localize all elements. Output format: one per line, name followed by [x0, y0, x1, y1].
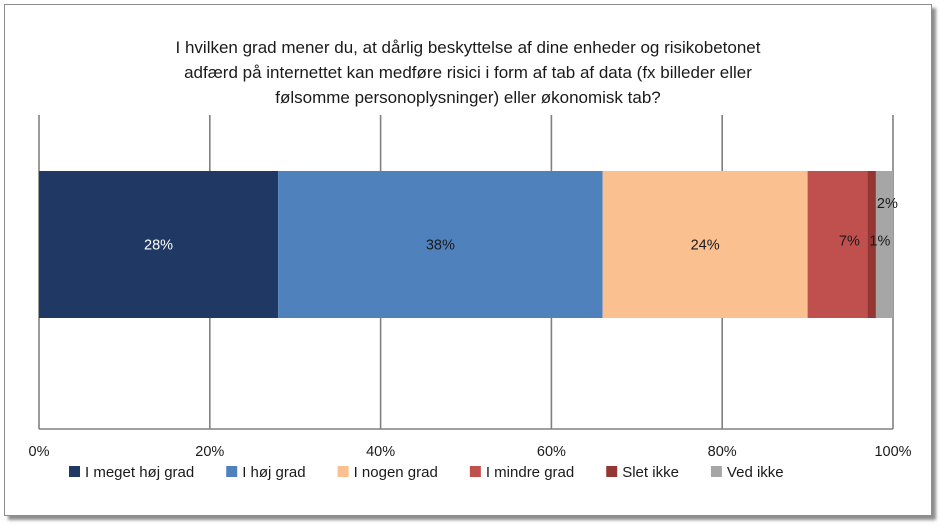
legend-label: I mindre grad: [486, 464, 574, 481]
data-label: 1%: [869, 234, 890, 250]
legend-swatch: [469, 466, 481, 477]
title-line-3: følsomme personoplysninger) eller økonom…: [275, 88, 661, 107]
legend-label: I høj grad: [242, 464, 305, 481]
data-label: 38%: [426, 238, 455, 254]
legend-label: Slet ikke: [622, 464, 679, 481]
bar-segment: [602, 171, 808, 318]
legend-swatch: [337, 466, 349, 477]
bar-segment: [39, 171, 279, 318]
legend-label: I meget høj grad: [85, 464, 194, 481]
chart-frame: 28% 38% 24% 7% 1% 2% 0% 20% 40% 60% 80% 100% I hvi…: [4, 4, 932, 516]
x-tick-label: 40%: [366, 444, 395, 460]
chart-svg: 28% 38% 24% 7% 1% 2% 0% 20% 40% 60% 80% 100% I hvi…: [29, 38, 912, 481]
legend-label: I nogen grad: [354, 464, 438, 481]
data-label: 7%: [839, 234, 860, 250]
x-tick-label: 100%: [874, 444, 911, 460]
x-tick-label: 20%: [195, 444, 224, 460]
x-axis: 0% 20% 40% 60% 80% 100%: [29, 428, 912, 460]
data-labels: 28% 38% 24% 7% 1% 2%: [144, 196, 898, 254]
bar-segment: [807, 171, 868, 318]
bar-segment: [867, 171, 876, 318]
data-label: 24%: [691, 238, 720, 254]
legend-swatch: [226, 466, 238, 477]
legend: I meget høj grad I høj grad I nogen grad I …: [69, 464, 784, 481]
chart-title: I hvilken grad mener du, at dårlig besky…: [176, 38, 761, 107]
legend-swatch: [69, 466, 80, 477]
bar-segment: [875, 171, 893, 318]
data-label: 2%: [877, 196, 898, 212]
x-tick-label: 0%: [29, 444, 50, 460]
legend-swatch: [710, 466, 722, 477]
stacked-bar: [39, 171, 893, 318]
data-label: 28%: [144, 238, 173, 254]
legend-swatch: [606, 466, 618, 477]
bar-segment: [278, 171, 603, 318]
legend-label: Ved ikke: [727, 464, 784, 481]
title-line-1: I hvilken grad mener du, at dårlig besky…: [176, 38, 761, 57]
x-tick-label: 80%: [708, 444, 737, 460]
title-line-2: adfærd på internettet kan medføre risici…: [184, 63, 752, 82]
x-tick-label: 60%: [537, 444, 566, 460]
